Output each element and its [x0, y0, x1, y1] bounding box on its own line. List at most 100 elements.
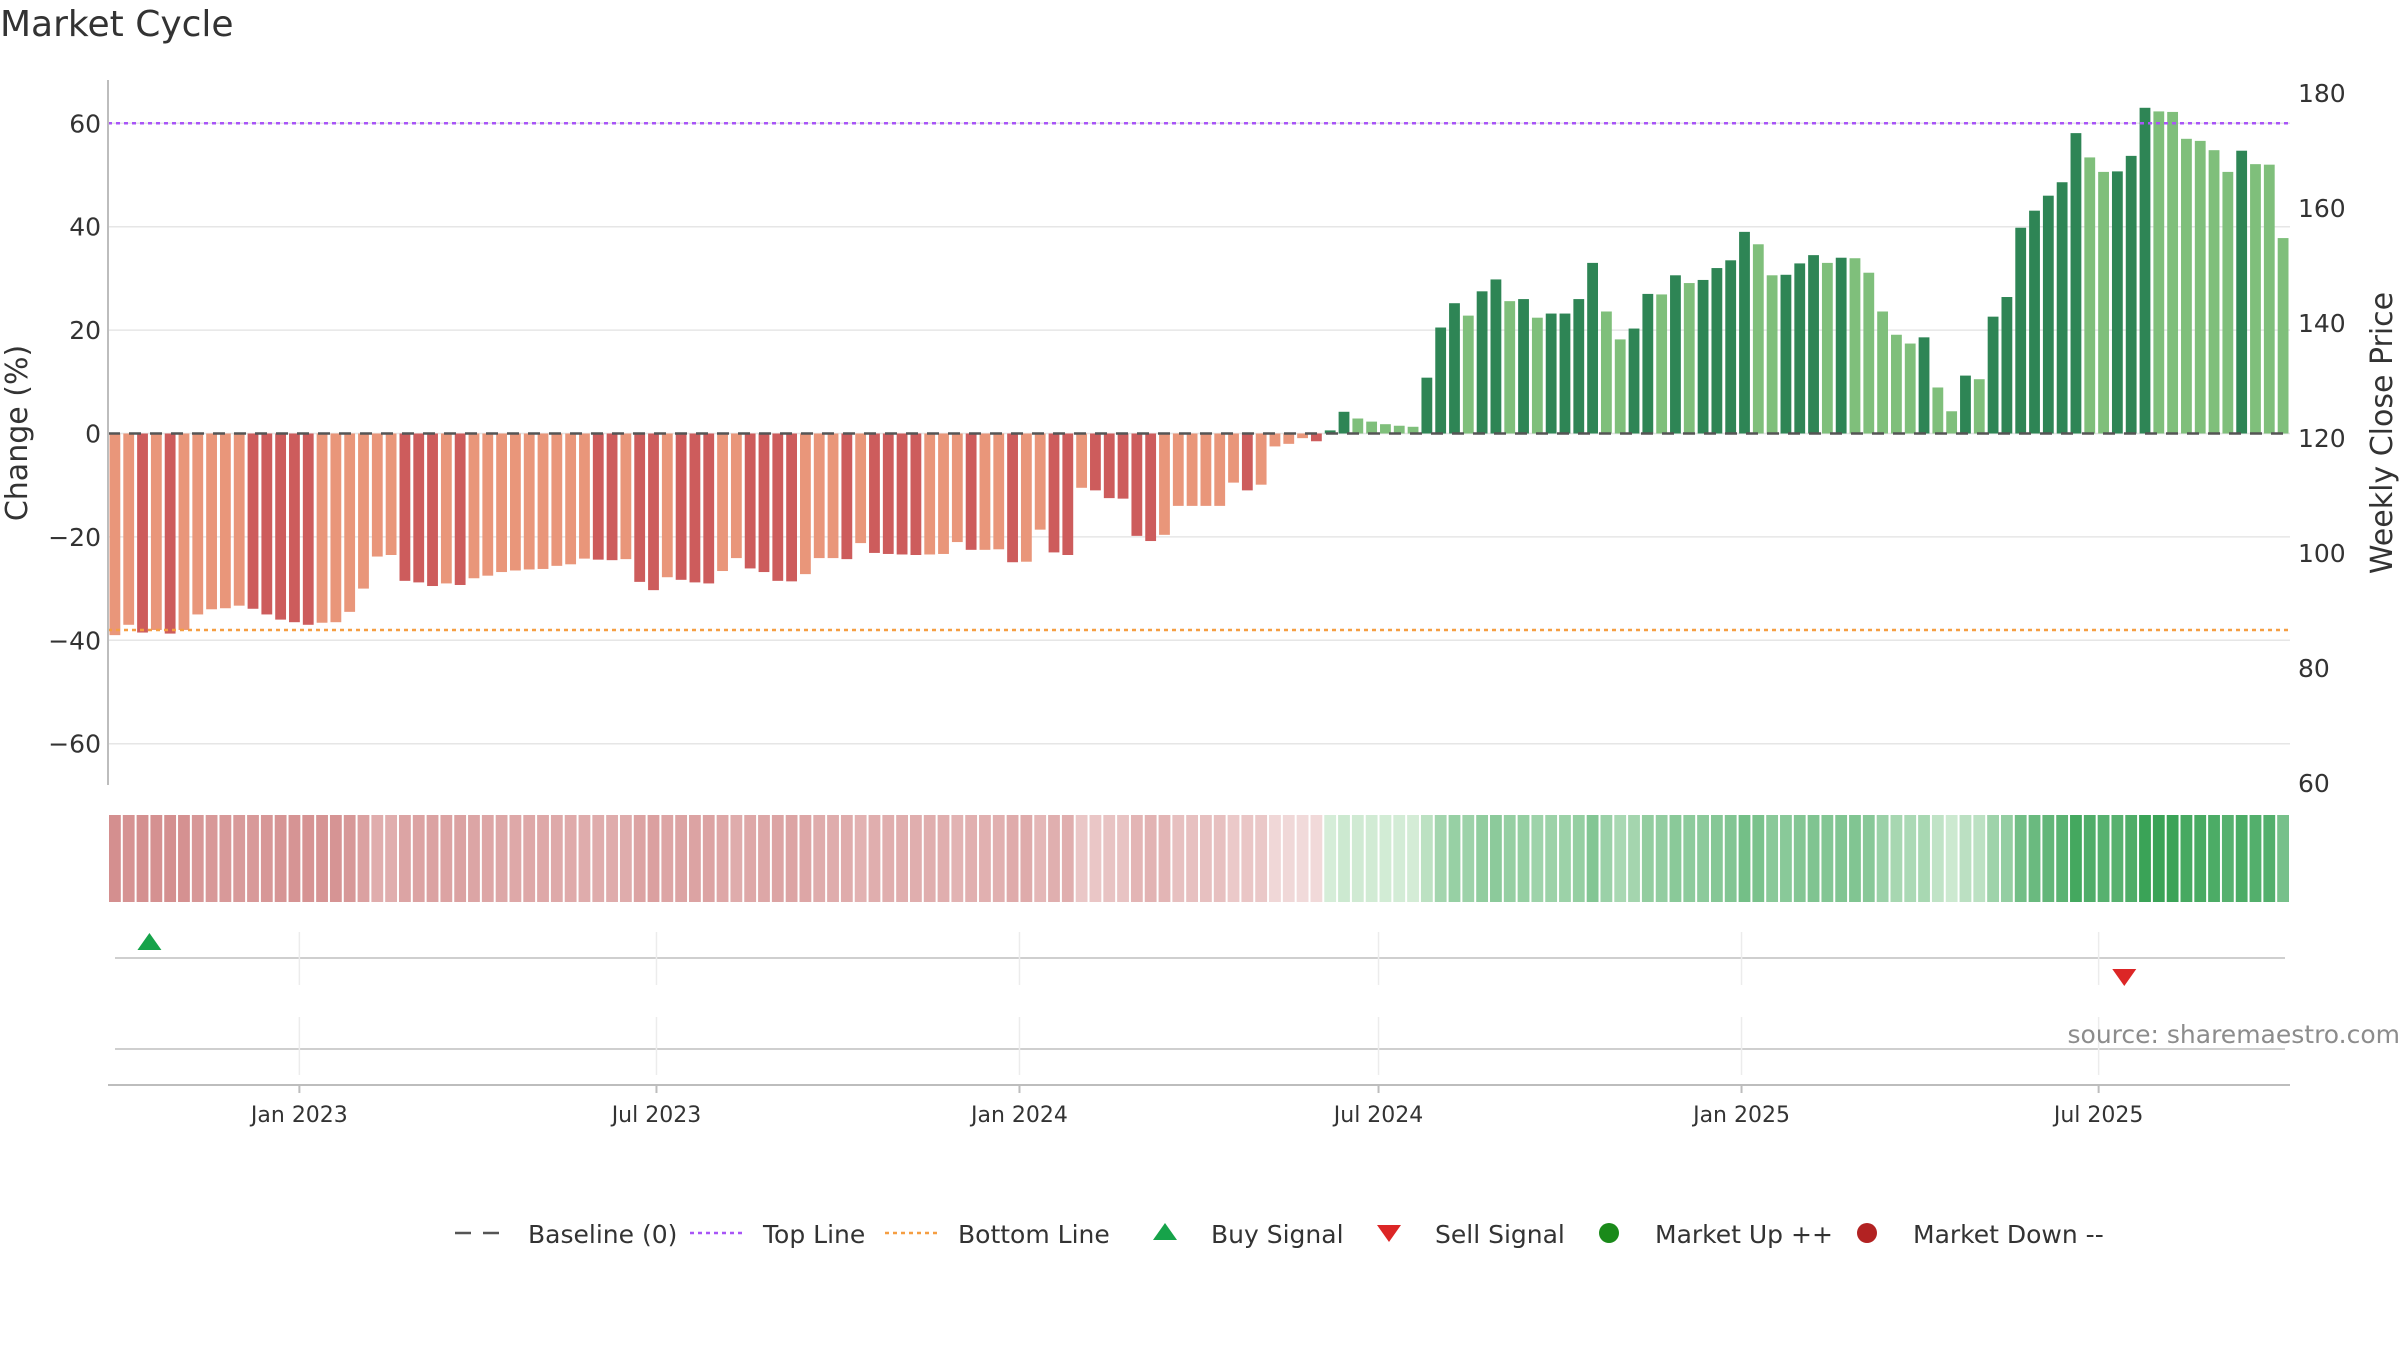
bar [482, 433, 494, 576]
indicator-cell [1683, 815, 1696, 902]
indicator-cell [150, 815, 163, 902]
bar [1600, 311, 1612, 434]
y2-axis-title: Weekly Close Price [2365, 292, 2400, 574]
indicator-cell [2152, 815, 2165, 902]
bar [565, 433, 577, 565]
bar [2084, 157, 2096, 434]
bar [2001, 297, 2013, 434]
bar [1076, 433, 1088, 488]
indicator-cell [1669, 815, 1682, 902]
bar [689, 433, 701, 583]
bar [385, 433, 397, 555]
indicator-cell [840, 815, 853, 902]
y-tick-label: 20 [69, 316, 101, 345]
indicator-cell [1200, 815, 1212, 902]
bar [2056, 182, 2068, 434]
bar [1725, 260, 1737, 434]
indicator-cell [744, 815, 757, 902]
bar [413, 433, 425, 583]
indicator-cell [1420, 815, 1433, 902]
bar [1214, 433, 1226, 506]
legend-item: Market Up ++ [1599, 1220, 1833, 1249]
indicator-cell [785, 815, 798, 902]
bar [1973, 379, 1985, 434]
indicator-cell [178, 815, 190, 902]
indicator-cell [343, 815, 356, 902]
indicator-cell [1987, 815, 1999, 902]
bar [786, 433, 798, 582]
indicator-cell [730, 815, 743, 902]
bar [1186, 433, 1198, 506]
bar [137, 433, 148, 633]
indicator-cell [1503, 815, 1516, 902]
indicator-cell [1061, 815, 1074, 902]
bar [951, 433, 963, 543]
indicator-cell [592, 815, 605, 902]
y2-tick-label: 80 [2298, 654, 2330, 683]
indicator-cell [1448, 815, 1461, 902]
bar [965, 433, 977, 550]
indicator-cell [1931, 815, 1944, 902]
bar [2194, 140, 2206, 434]
indicator-cell [1793, 815, 1806, 902]
bar [2277, 238, 2289, 434]
indicator-cell [454, 815, 467, 902]
bar [1131, 433, 1143, 536]
bar [2125, 155, 2137, 434]
indicator-cell [247, 815, 259, 902]
indicator-cell [481, 815, 494, 902]
bar [2015, 227, 2027, 434]
bar [1670, 275, 1681, 434]
signal-panels-layer [108, 932, 2290, 1093]
indicator-cell [205, 815, 218, 902]
bar [1034, 433, 1046, 530]
bar [1255, 433, 1267, 485]
bar [1103, 433, 1115, 499]
bar [717, 433, 728, 572]
indicator-cell [426, 815, 439, 902]
legend-label: Bottom Line [958, 1220, 1110, 1249]
legend-label: Market Up ++ [1655, 1220, 1833, 1249]
y2-tick-label: 100 [2298, 539, 2346, 568]
bar [1048, 433, 1060, 553]
bar [233, 433, 245, 606]
bar [2070, 133, 2082, 434]
bar [1642, 293, 1654, 434]
indicator-cell [1559, 815, 1571, 902]
indicator-cell [979, 815, 991, 902]
bar [2181, 138, 2192, 434]
bar [2236, 150, 2248, 434]
indicator-cell [1545, 815, 1558, 902]
bar [1393, 425, 1405, 434]
bar [537, 433, 549, 569]
indicator-cell [537, 815, 549, 902]
indicator-cell [399, 815, 411, 902]
y2-tick-label: 160 [2298, 194, 2346, 223]
indicator-cell [316, 815, 328, 902]
bar [1462, 315, 1474, 434]
bar [1228, 433, 1239, 483]
bar [1476, 291, 1488, 434]
bar [703, 433, 715, 584]
indicator-cell [2056, 815, 2069, 902]
indicator-cell [1186, 815, 1198, 902]
indicator-cell [675, 815, 688, 902]
indicator-cell [274, 815, 287, 902]
indicator-cell [937, 815, 950, 902]
indicator-cell [1697, 815, 1709, 902]
bar [2139, 107, 2151, 434]
bar [896, 433, 908, 555]
bar [579, 433, 590, 559]
y2-tick-label: 140 [2298, 309, 2346, 338]
y-axis-title: Change (%) [0, 345, 35, 521]
indicator-cell [1282, 815, 1295, 902]
indicator-cell [992, 815, 1005, 902]
indicator-cell [1310, 815, 1323, 902]
indicator-cell [1241, 815, 1254, 902]
bar [1780, 274, 1792, 434]
indicator-cell [1641, 815, 1654, 902]
circle-icon [1857, 1223, 1877, 1243]
indicator-cell [412, 815, 425, 902]
indicator-cell [1103, 815, 1116, 902]
indicator-cell [2042, 815, 2055, 902]
